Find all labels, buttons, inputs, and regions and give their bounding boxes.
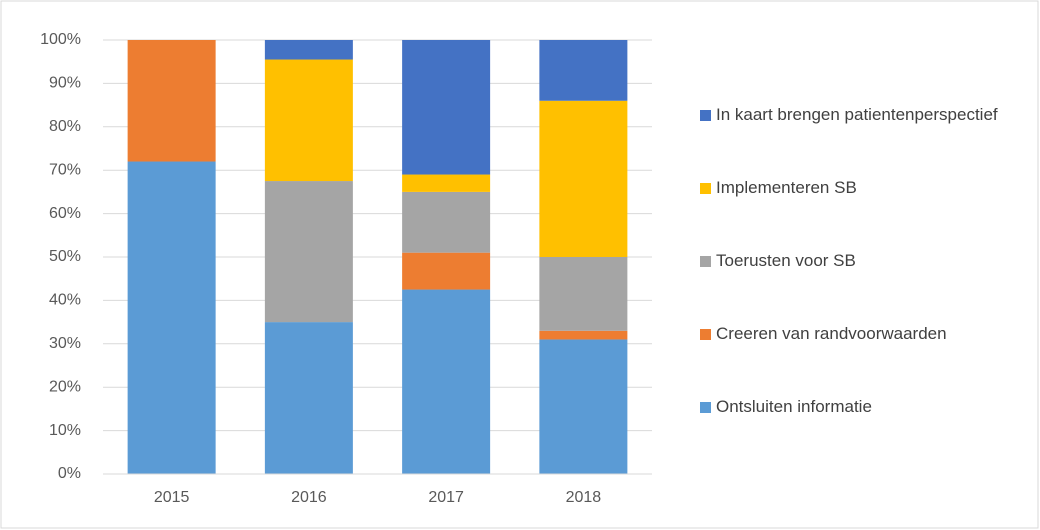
bar-segment <box>264 322 353 474</box>
bar-segment <box>539 100 628 257</box>
legend-item: Implementeren SB <box>700 172 1030 204</box>
x-tick-label: 2017 <box>428 489 464 506</box>
bar-segment <box>264 59 353 182</box>
bar-segment <box>264 181 353 323</box>
bar-segment <box>539 257 628 331</box>
y-tick-label: 40% <box>49 292 81 309</box>
x-tick-label: 2015 <box>154 489 190 506</box>
legend-swatch <box>700 183 711 194</box>
legend-label: In kaart brengen patientenperspectief <box>716 105 998 124</box>
bar-segment <box>127 40 216 162</box>
legend-label: Ontsluiten informatie <box>716 397 872 416</box>
legend-item: Ontsluiten informatie <box>700 391 1030 423</box>
y-tick-label: 80% <box>49 118 81 135</box>
bar-segment <box>402 40 491 175</box>
y-tick-label: 0% <box>58 465 81 482</box>
legend-label: Toerusten voor SB <box>716 251 856 270</box>
legend-label: Implementeren SB <box>716 178 857 197</box>
bar-segment <box>539 40 628 101</box>
x-tick-label: 2016 <box>291 489 327 506</box>
legend-label: Creeren van randvoorwaarden <box>716 324 947 343</box>
legend-swatch <box>700 110 711 121</box>
y-tick-label: 50% <box>49 248 81 265</box>
legend-swatch <box>700 329 711 340</box>
bar-segment <box>264 40 353 60</box>
bar-segment <box>539 330 628 340</box>
legend-item: Toerusten voor SB <box>700 245 1030 277</box>
bar-segment <box>539 339 628 474</box>
bar-segment <box>402 174 491 192</box>
y-tick-label: 90% <box>49 75 81 92</box>
y-tick-label: 100% <box>40 31 81 48</box>
legend-item: In kaart brengen patientenperspectief <box>700 99 1030 131</box>
legend-item: Creeren van randvoorwaarden <box>700 318 1030 350</box>
x-tick-label: 2018 <box>566 489 602 506</box>
bar-segment <box>402 289 491 474</box>
y-tick-label: 60% <box>49 205 81 222</box>
bar-segment <box>127 161 216 474</box>
legend-swatch <box>700 256 711 267</box>
bar-segment <box>402 252 491 290</box>
y-tick-label: 70% <box>49 161 81 178</box>
bar-segment <box>402 191 491 253</box>
y-tick-label: 30% <box>49 335 81 352</box>
y-tick-label: 20% <box>49 378 81 395</box>
legend-swatch <box>700 402 711 413</box>
y-tick-label: 10% <box>49 422 81 439</box>
